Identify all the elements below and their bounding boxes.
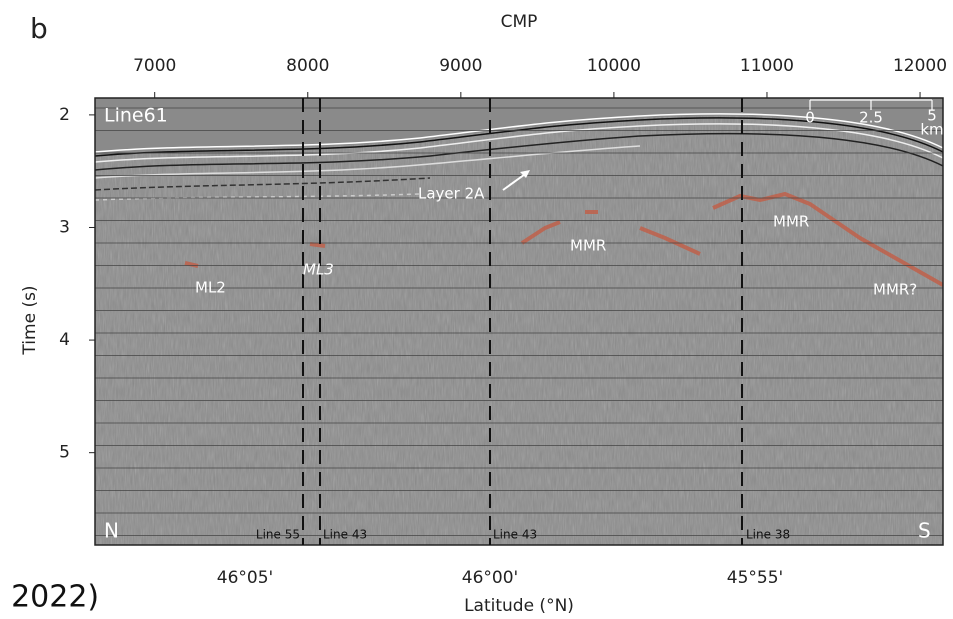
annotation: MMR — [773, 213, 809, 231]
top-tick-label: 9000 — [439, 56, 482, 76]
left-tick-label: 4 — [59, 330, 70, 350]
caption-fragment: , 2022) — [0, 580, 99, 615]
direction: N — [104, 519, 119, 543]
direction: S — [918, 519, 931, 543]
left-axis-label: Time (s) — [20, 285, 40, 355]
bottom-axis-label: Latitude (°N) — [464, 596, 574, 616]
top-tick-label: 11000 — [740, 56, 794, 76]
left-tick-label: 5 — [59, 443, 70, 463]
annotation: MMR? — [873, 281, 917, 299]
crossing-line-label: Line 55 — [256, 528, 300, 542]
left-tick-label: 3 — [59, 217, 70, 237]
seismic-image — [95, 98, 943, 545]
annotation: MMR — [570, 237, 606, 255]
annotation: ML3 — [303, 261, 334, 279]
annotation: ML2 — [195, 279, 226, 297]
scale-label: 2.5 — [859, 109, 883, 127]
bottom-tick-label: 46°00' — [462, 568, 518, 588]
top-tick-label: 10000 — [587, 56, 641, 76]
line-name: Line61 — [104, 105, 168, 127]
crossing-line-label: Line 43 — [493, 528, 537, 542]
top-tick-label: 8000 — [286, 56, 329, 76]
top-tick-label: 12000 — [893, 56, 947, 76]
crossing-line-label: Line 38 — [746, 528, 790, 542]
scale-label: 0 — [805, 109, 815, 127]
bottom-tick-label: 46°05' — [217, 568, 273, 588]
crossing-line-label: Line 43 — [323, 528, 367, 542]
top-axis-label: CMP — [501, 12, 538, 32]
bottom-tick-label: 45°55' — [727, 568, 783, 588]
top-tick-label: 7000 — [133, 56, 176, 76]
panel-label: b — [30, 12, 48, 45]
left-tick-label: 2 — [59, 105, 70, 125]
annotation: Layer 2A — [418, 185, 485, 203]
scale-label: 5 — [927, 107, 937, 125]
scale-label: km — [920, 121, 943, 139]
